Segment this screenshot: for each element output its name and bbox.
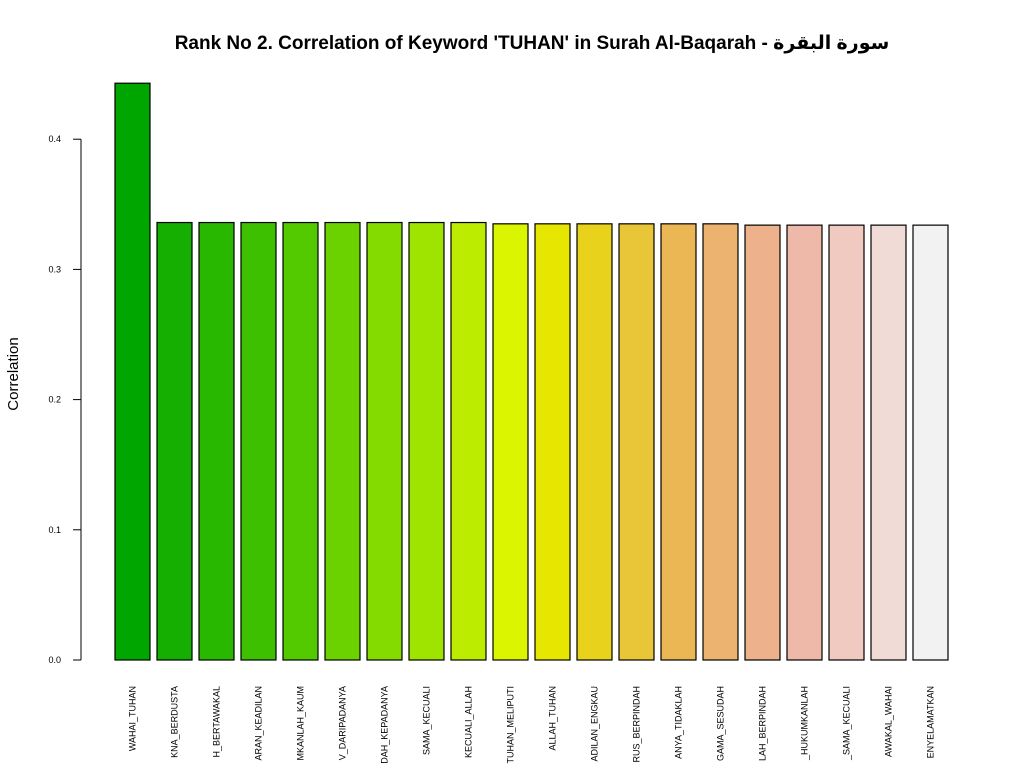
x-category-label: DAH_KEPADANYA <box>380 686 390 764</box>
x-category-label: ALLAH_TUHAN <box>548 686 558 751</box>
x-category-label: LAH_BERPINDAH <box>758 686 768 761</box>
x-category-label: ARAN_KEADILAN <box>254 686 264 761</box>
bar <box>870 224 907 661</box>
x-category-label: RUS_BERPINDAH <box>632 686 642 763</box>
x-category-label: WAHAI_TUHAN <box>128 686 138 751</box>
bar <box>156 221 193 661</box>
bar <box>198 221 235 661</box>
x-category-label: KECUALI_ALLAH <box>464 686 474 758</box>
x-category-label: _HUKUMKANLAH <box>800 686 810 761</box>
bar <box>786 224 823 661</box>
x-category-label: SAMA_KECUALI <box>422 686 432 755</box>
x-category-label: ADILAN_ENGKAU <box>590 686 600 762</box>
y-tick-label: 0.1 <box>48 525 61 535</box>
x-category-label: TUHAN_MELIPUTI <box>506 686 516 764</box>
bar <box>660 223 697 661</box>
x-category-label: ENYELAMATKAN <box>926 686 936 758</box>
x-category-label: AWAKAL_WAHAI <box>884 686 894 757</box>
y-tick-label: 0.3 <box>48 264 61 274</box>
bar <box>282 221 319 661</box>
category-labels: WAHAI_TUHAN KNA_BERDUSTA H_BERTAWAKAL ARAN_… <box>128 686 936 764</box>
bar <box>240 221 277 661</box>
bar <box>408 221 445 661</box>
y-tick-label: 0.4 <box>48 134 61 144</box>
x-category-label: _SAMA_KECUALI <box>842 686 852 761</box>
bar <box>114 82 151 661</box>
x-category-label: GAMA_SESUDAH <box>716 686 726 761</box>
y-axis-label: Correlation <box>5 337 22 410</box>
chart-title: Rank No 2. Correlation of Keyword 'TUHAN… <box>175 33 890 54</box>
x-category-label: ANYA_TIDAKLAH <box>674 686 684 759</box>
bar <box>702 223 739 661</box>
y-tick-label: 0.2 <box>48 395 61 405</box>
bar <box>450 221 487 661</box>
x-category-label: H_BERTAWAKAL <box>212 686 222 758</box>
bar <box>492 223 529 661</box>
y-tick-label: 0.0 <box>48 655 61 665</box>
x-category-label: KNA_BERDUSTA <box>170 686 180 758</box>
bar <box>912 224 949 661</box>
bar <box>366 221 403 661</box>
bar <box>744 224 781 661</box>
bar <box>324 221 361 661</box>
y-axis: 0.0 0.1 0.2 0.3 0.4 <box>48 134 82 665</box>
x-category-label: V_DARIPADANYA <box>338 686 348 760</box>
bar <box>534 223 571 661</box>
bar <box>576 223 613 661</box>
x-category-label: MKANLAH_KAUM <box>296 686 306 761</box>
bar <box>618 223 655 661</box>
bars <box>114 82 949 661</box>
bar <box>828 224 865 661</box>
